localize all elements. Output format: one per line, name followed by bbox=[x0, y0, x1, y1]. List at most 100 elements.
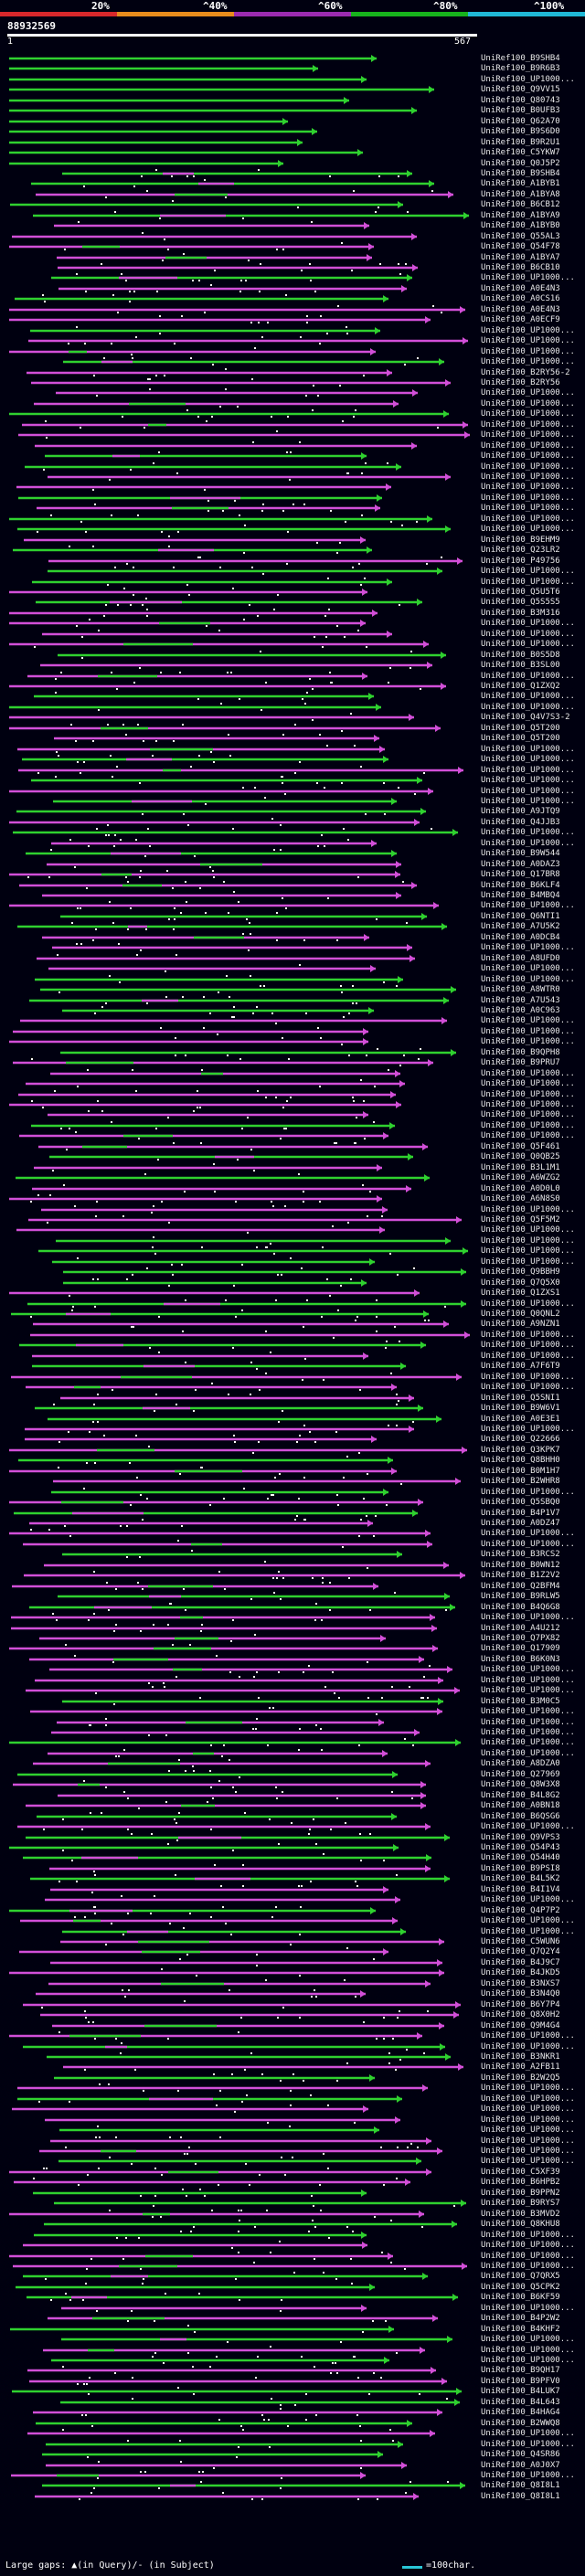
hit-link[interactable]: UniRef100_A0C963 bbox=[481, 1005, 560, 1015]
hit-link[interactable]: UniRef100_B3NKR1 bbox=[481, 2051, 560, 2062]
hit-link[interactable]: UniRef100_B4Q6G8 bbox=[481, 1602, 560, 1612]
hit-link[interactable]: UniRef100_B9QPH8 bbox=[481, 1047, 560, 1057]
hit-link[interactable]: UniRef100_UP1000... bbox=[481, 2345, 575, 2355]
hit-link[interactable]: UniRef100_UP1000... bbox=[481, 796, 575, 806]
hit-link[interactable]: UniRef100_UP1000... bbox=[481, 1926, 575, 1936]
hit-link[interactable]: UniRef100_UP1000... bbox=[481, 1110, 575, 1120]
hit-link[interactable]: UniRef100_B6CB10 bbox=[481, 263, 560, 272]
hit-link[interactable]: UniRef100_UP1000... bbox=[481, 1299, 575, 1309]
hit-link[interactable]: UniRef100_UP1000... bbox=[481, 336, 575, 346]
hit-link[interactable]: UniRef100_UP1000... bbox=[481, 346, 575, 356]
hit-link[interactable]: UniRef100_Q1ZXS1 bbox=[481, 1288, 560, 1299]
hit-link[interactable]: UniRef100_A8WTR0 bbox=[481, 985, 560, 995]
hit-link[interactable]: UniRef100_UP1000... bbox=[481, 1372, 575, 1382]
hit-link[interactable]: UniRef100_Q5T200 bbox=[481, 734, 560, 744]
hit-link[interactable]: UniRef100_UP1000... bbox=[481, 1487, 575, 1497]
hit-link[interactable]: UniRef100_C5WUN6 bbox=[481, 1937, 560, 1946]
hit-link[interactable]: UniRef100_B0S5D8 bbox=[481, 650, 560, 660]
hit-link[interactable]: UniRef100_B9EHM9 bbox=[481, 535, 560, 545]
hit-link[interactable]: UniRef100_UP1000... bbox=[481, 1204, 575, 1214]
hit-link[interactable]: UniRef100_B3M316 bbox=[481, 608, 560, 618]
hit-link[interactable]: UniRef100_Q5SNI1 bbox=[481, 1393, 560, 1403]
hit-link[interactable]: UniRef100_A2FB11 bbox=[481, 2062, 560, 2072]
hit-link[interactable]: UniRef100_A1BYA8 bbox=[481, 189, 560, 199]
hit-link[interactable]: UniRef100_Q5F461 bbox=[481, 1141, 560, 1151]
hit-link[interactable]: UniRef100_B9S6D0 bbox=[481, 127, 560, 137]
hit-link[interactable]: UniRef100_UP1000... bbox=[481, 2094, 575, 2104]
hit-link[interactable]: UniRef100_UP1000... bbox=[481, 2136, 575, 2146]
hit-link[interactable]: UniRef100_Q5F5M2 bbox=[481, 1214, 560, 1224]
hit-link[interactable]: UniRef100_B9R6B3 bbox=[481, 64, 560, 74]
hit-link[interactable]: UniRef100_UP1000... bbox=[481, 2031, 575, 2041]
hit-link[interactable]: UniRef100_B3NXS7 bbox=[481, 1978, 560, 1988]
hit-link[interactable]: UniRef100_UP1000... bbox=[481, 1235, 575, 1246]
hit-link[interactable]: UniRef100_A0DAZ3 bbox=[481, 859, 560, 869]
hit-link[interactable]: UniRef100_A6N8S0 bbox=[481, 1194, 560, 1204]
hit-link[interactable]: UniRef100_B0M1H7 bbox=[481, 1466, 560, 1476]
hit-link[interactable]: UniRef100_B3MVD2 bbox=[481, 2209, 560, 2219]
hit-link[interactable]: UniRef100_B6CB12 bbox=[481, 200, 560, 210]
hit-link[interactable]: UniRef100_B0WN12 bbox=[481, 1560, 560, 1570]
hit-link[interactable]: UniRef100_Q54H40 bbox=[481, 1853, 560, 1863]
hit-link[interactable]: UniRef100_Q0QNL2 bbox=[481, 1309, 560, 1319]
hit-link[interactable]: UniRef100_UP1000... bbox=[481, 1675, 575, 1685]
hit-link[interactable]: UniRef100_UP1000... bbox=[481, 1225, 575, 1235]
hit-link[interactable]: UniRef100_UP1000... bbox=[481, 765, 575, 775]
hit-link[interactable]: UniRef100_B2WWQ8 bbox=[481, 2418, 560, 2428]
hit-link[interactable]: UniRef100_UP1000... bbox=[481, 273, 575, 283]
hit-link[interactable]: UniRef100_B2W2Q5 bbox=[481, 2072, 560, 2083]
hit-link[interactable]: UniRef100_UP1000... bbox=[481, 493, 575, 503]
hit-link[interactable]: UniRef100_UP1000... bbox=[481, 2115, 575, 2125]
hit-link[interactable]: UniRef100_UP1000... bbox=[481, 1131, 575, 1141]
hit-link[interactable]: UniRef100_Q54F78 bbox=[481, 242, 560, 252]
hit-link[interactable]: UniRef100_B4P2W2 bbox=[481, 2314, 560, 2324]
hit-link[interactable]: UniRef100_Q5S5S5 bbox=[481, 598, 560, 608]
hit-link[interactable]: UniRef100_UP1000... bbox=[481, 1738, 575, 1748]
hit-link[interactable]: UniRef100_B6K0N3 bbox=[481, 1654, 560, 1664]
hit-link[interactable]: UniRef100_B4J9C7 bbox=[481, 1957, 560, 1967]
hit-link[interactable]: UniRef100_UP1000... bbox=[481, 2230, 575, 2240]
hit-link[interactable]: UniRef100_Q9M4G4 bbox=[481, 2020, 560, 2030]
hit-link[interactable]: UniRef100_UP1000... bbox=[481, 1895, 575, 1905]
hit-link[interactable]: UniRef100_B9RLW5 bbox=[481, 1592, 560, 1602]
hit-link[interactable]: UniRef100_UP1000... bbox=[481, 1822, 575, 1832]
hit-link[interactable]: UniRef100_A0BN18 bbox=[481, 1801, 560, 1811]
hit-link[interactable]: UniRef100_B9R2U1 bbox=[481, 137, 560, 147]
hit-link[interactable]: UniRef100_UP1000... bbox=[481, 409, 575, 419]
hit-link[interactable]: UniRef100_UP1000... bbox=[481, 943, 575, 953]
hit-link[interactable]: UniRef100_B4L5K2 bbox=[481, 1874, 560, 1884]
hit-link[interactable]: UniRef100_UP1000... bbox=[481, 1079, 575, 1089]
hit-link[interactable]: UniRef100_B3RCS2 bbox=[481, 1550, 560, 1560]
hit-link[interactable]: UniRef100_UP1000... bbox=[481, 440, 575, 451]
hit-link[interactable]: UniRef100_UP1000... bbox=[481, 692, 575, 702]
hit-link[interactable]: UniRef100_A8UFD0 bbox=[481, 953, 560, 963]
hit-link[interactable]: UniRef100_Q8X0H2 bbox=[481, 2010, 560, 2020]
hit-link[interactable]: UniRef100_UP1000... bbox=[481, 1707, 575, 1717]
hit-link[interactable]: UniRef100_A0DZ47 bbox=[481, 1519, 560, 1528]
hit-link[interactable]: UniRef100_UP1000... bbox=[481, 482, 575, 493]
hit-link[interactable]: UniRef100_A0CS16 bbox=[481, 294, 560, 304]
hit-link[interactable]: UniRef100_B6HPB2 bbox=[481, 2178, 560, 2188]
hit-link[interactable]: UniRef100_A4U212 bbox=[481, 1623, 560, 1633]
hit-link[interactable]: UniRef100_UP1000... bbox=[481, 2439, 575, 2449]
hit-link[interactable]: UniRef100_UP1000... bbox=[481, 567, 575, 577]
hit-link[interactable]: UniRef100_UP1000... bbox=[481, 974, 575, 984]
hit-link[interactable]: UniRef100_Q0J5P2 bbox=[481, 158, 560, 168]
hit-link[interactable]: UniRef100_Q4JJB3 bbox=[481, 817, 560, 827]
hit-link[interactable]: UniRef100_B9PRU7 bbox=[481, 1058, 560, 1068]
hit-link[interactable]: UniRef100_Q17BR8 bbox=[481, 870, 560, 880]
hit-link[interactable]: UniRef100_B4MBQ4 bbox=[481, 891, 560, 900]
hit-link[interactable]: UniRef100_Q7PX82 bbox=[481, 1633, 560, 1643]
hit-link[interactable]: UniRef100_Q8W3X8 bbox=[481, 1780, 560, 1790]
hit-link[interactable]: UniRef100_Q6NTI1 bbox=[481, 911, 560, 921]
hit-link[interactable]: UniRef100_B3L1M1 bbox=[481, 1162, 560, 1172]
hit-link[interactable]: UniRef100_Q0QB25 bbox=[481, 1152, 560, 1162]
hit-link[interactable]: UniRef100_Q54P43 bbox=[481, 1842, 560, 1852]
hit-link[interactable]: UniRef100_A0DCB4 bbox=[481, 932, 560, 942]
hit-link[interactable]: UniRef100_Q5T200 bbox=[481, 723, 560, 733]
hit-link[interactable]: UniRef100_UP1000... bbox=[481, 504, 575, 514]
hit-link[interactable]: UniRef100_UP1000... bbox=[481, 755, 575, 765]
hit-link[interactable]: UniRef100_UP1000... bbox=[481, 671, 575, 681]
hit-link[interactable]: UniRef100_UP1000... bbox=[481, 1748, 575, 1758]
hit-link[interactable]: UniRef100_UP1000... bbox=[481, 325, 575, 335]
